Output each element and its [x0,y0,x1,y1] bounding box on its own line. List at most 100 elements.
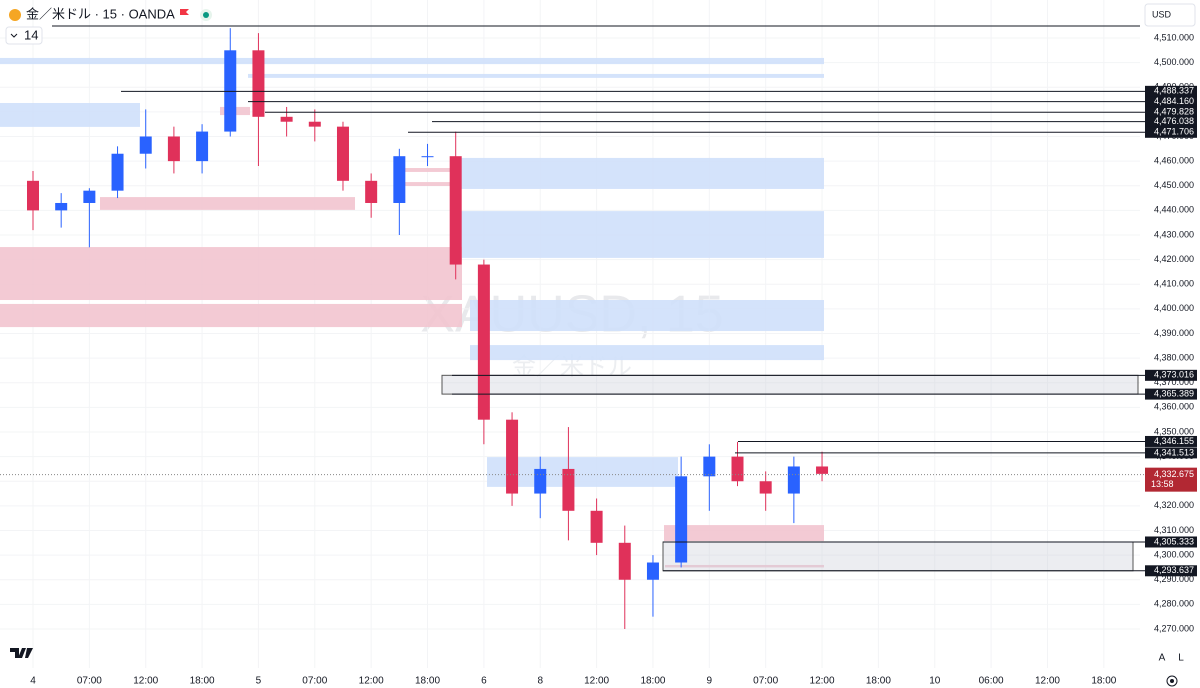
candle-body [618,542,631,580]
logo[interactable] [10,648,33,658]
scale-log[interactable]: L [1178,653,1184,664]
price-label: 4,332.675 [1154,469,1194,479]
level-tag [1145,447,1197,459]
candle-body [562,468,575,511]
level-tag [1145,536,1197,548]
level-label: 4,471.706 [1154,127,1194,137]
y-tick-label: 4,320.000 [1154,500,1194,510]
candle-body [83,190,96,203]
candle-body [196,131,209,162]
x-tick-label: 18:00 [415,676,440,687]
zone [457,157,824,189]
y-tick-label: 4,360.000 [1154,402,1194,412]
level-tag [1145,106,1197,118]
x-tick-label: 18:00 [640,676,665,687]
level-label: 4,373.016 [1154,370,1194,380]
candle-body [449,156,462,265]
countdown: 13:58 [1151,479,1174,489]
symbol-icon [9,9,21,21]
level-label: 4,365.389 [1154,388,1194,398]
x-tick-label: 6 [481,676,487,687]
level-tag [1145,126,1197,138]
chevron [10,33,18,38]
currency-box[interactable] [1144,3,1196,27]
level-label: 4,476.038 [1154,116,1194,126]
status-dot [203,12,209,18]
candle-body [759,481,772,494]
level-tag [1145,96,1197,108]
level-tag [1145,85,1197,97]
zone [0,57,824,65]
candle-body [477,264,490,420]
level-label: 4,293.637 [1154,565,1194,575]
candle-body [252,50,265,117]
level-label: 4,341.513 [1154,447,1194,457]
y-tick-label: 4,420.000 [1154,254,1194,264]
x-tick-label: 12:00 [584,676,609,687]
candle-body [55,202,68,211]
zone [457,211,824,258]
zone [248,73,824,78]
scale-auto[interactable]: A [1159,653,1166,664]
candle-body [365,180,378,203]
x-tick-label: 5 [256,676,262,687]
indicator-length[interactable]: 14 [24,27,38,42]
settings-dot [1170,679,1174,683]
candle-body [27,180,39,211]
level-tag [1145,388,1197,400]
y-tick-label: 4,450.000 [1154,180,1194,190]
x-tick-label: 12:00 [359,676,384,687]
y-tick-label: 4,440.000 [1154,205,1194,215]
y-tick-label: 4,370.000 [1154,377,1194,387]
candle-body [393,156,406,203]
y-tick-label: 4,270.000 [1154,623,1194,633]
price-tag [1145,467,1197,492]
candle-body [111,153,124,191]
x-tick-label: 06:00 [979,676,1004,687]
y-tick-label: 4,380.000 [1154,352,1194,362]
candle-body [675,476,688,563]
zone [487,457,678,487]
x-tick-label: 8 [537,676,543,687]
y-tick-label: 4,510.000 [1154,32,1194,42]
level-label: 4,488.337 [1154,86,1194,96]
candle-body [308,121,321,127]
level-label: 4,305.333 [1154,536,1194,546]
y-tick-label: 4,300.000 [1154,549,1194,559]
currency[interactable]: USD [1152,9,1172,19]
symbol-title[interactable]: 金／米ドル · 15 · OANDA [26,6,175,21]
level-tag [1145,565,1197,577]
y-tick-label: 4,390.000 [1154,328,1194,338]
candle-body [731,456,744,482]
settings-icon[interactable] [1166,675,1178,687]
x-tick-label: 18:00 [866,676,891,687]
zone [405,182,455,186]
y-tick-label: 4,500.000 [1154,57,1194,67]
candle-body [534,468,547,494]
x-tick-label: 12:00 [1035,676,1060,687]
zone [0,303,462,328]
x-tick-label: 4 [30,676,36,687]
x-tick-label: 18:00 [1091,676,1116,687]
x-tick-label: 9 [707,676,713,687]
candle-body [421,156,434,158]
flag-icon[interactable] [180,9,189,15]
level-tag [1145,369,1197,381]
zone [470,300,824,332]
candle-body [336,126,349,181]
zone [664,525,824,542]
zone [100,197,355,210]
level-tag [1145,435,1197,447]
candle-body [816,466,829,474]
candle-body [646,562,659,580]
indicator-box[interactable] [5,26,43,45]
x-tick-label: 07:00 [77,676,102,687]
y-tick-label: 4,410.000 [1154,279,1194,289]
candle-body [787,466,800,494]
x-tick-label: 12:00 [810,676,835,687]
range-box [441,374,1139,395]
y-tick-label: 4,290.000 [1154,574,1194,584]
x-tick-label: 18:00 [190,676,215,687]
